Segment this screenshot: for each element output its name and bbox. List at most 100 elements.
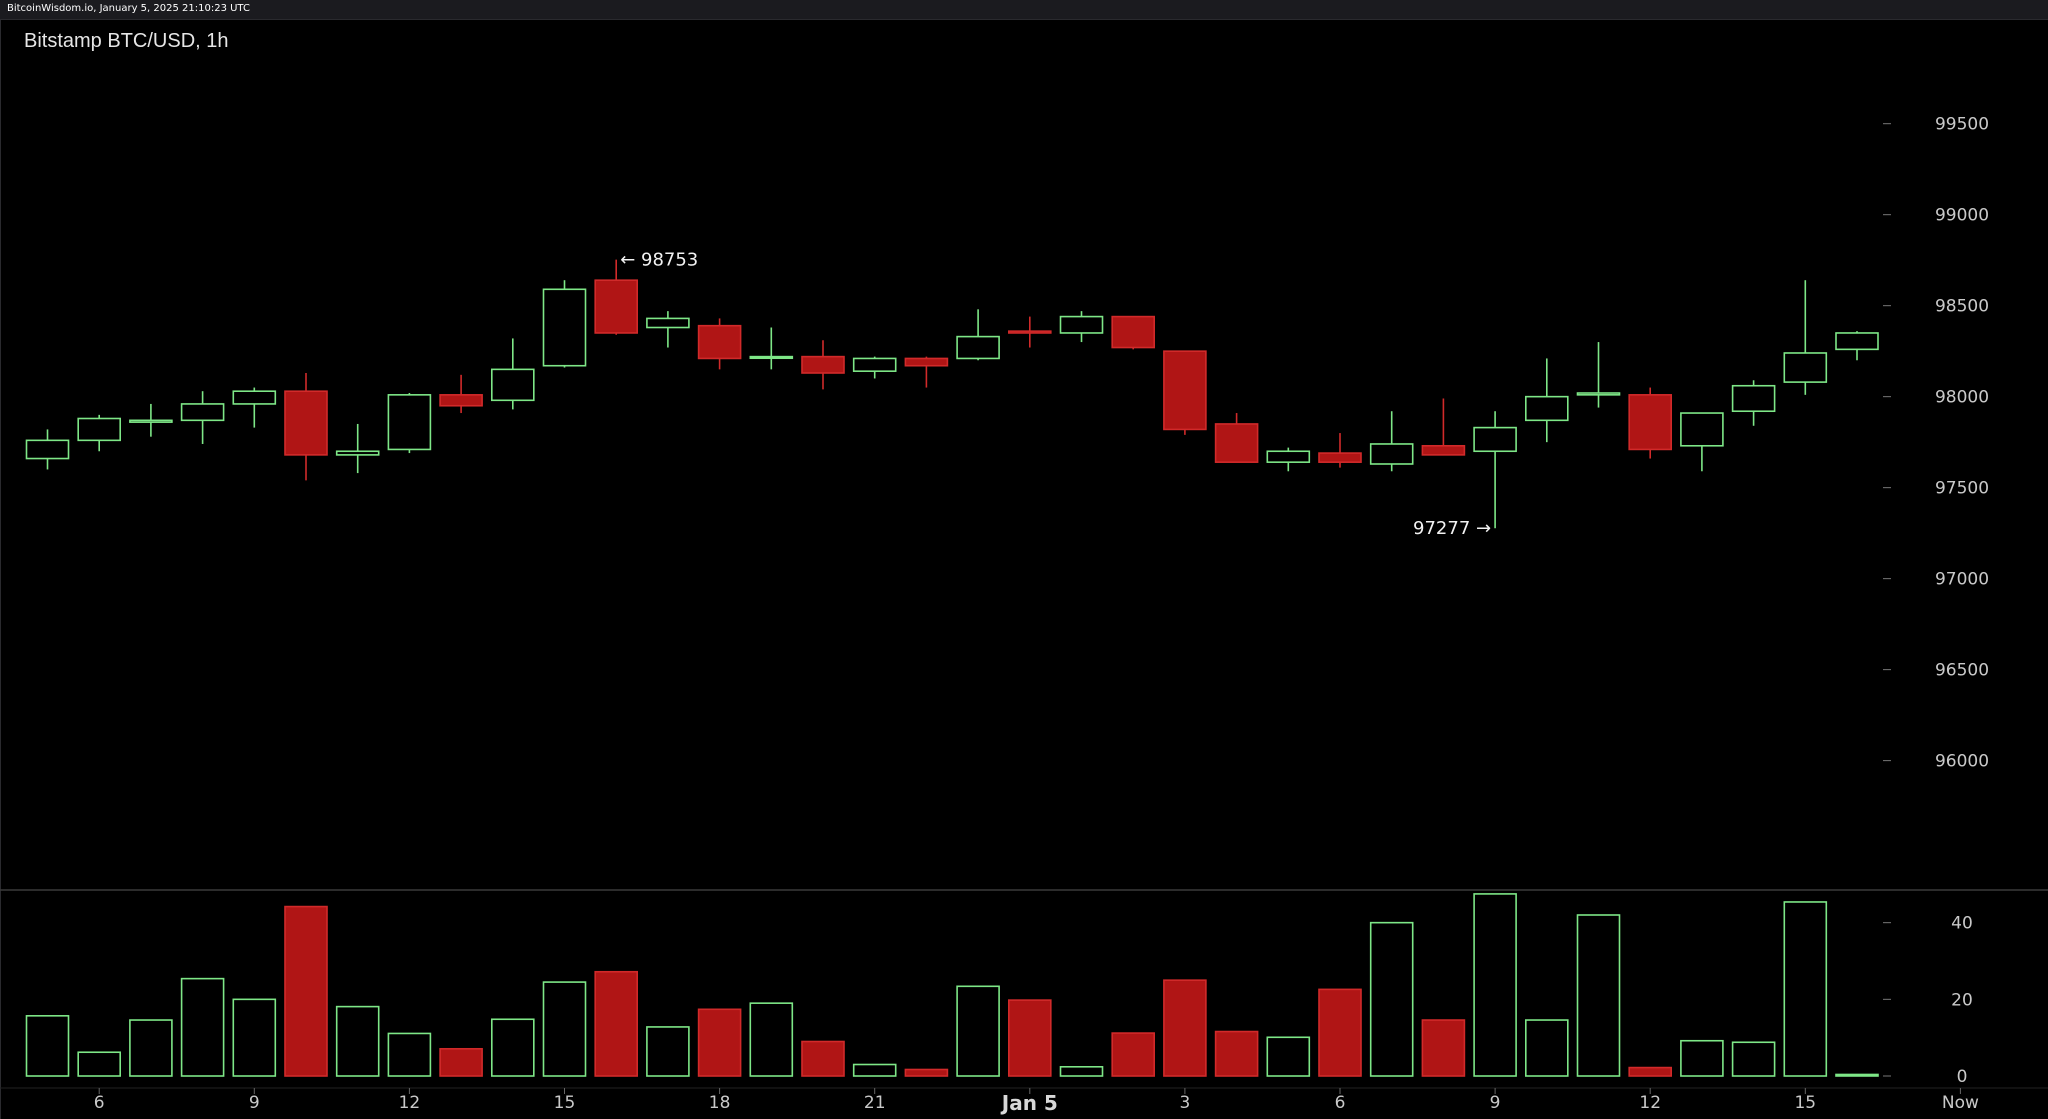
candle-body (542, 288, 587, 367)
volume-bar (335, 1005, 380, 1077)
volume-bar (852, 1063, 897, 1077)
volume-bar (1214, 1030, 1259, 1077)
candle-body (490, 368, 535, 402)
x-tick-label: 15 (554, 1093, 576, 1113)
volume-bar (1576, 914, 1621, 1077)
candle-body (1731, 384, 1776, 413)
candle-body (25, 439, 70, 460)
volume-bar (1473, 893, 1517, 1077)
volume-bar (1783, 901, 1828, 1077)
volume-bar (1266, 1036, 1311, 1077)
candle-body (335, 450, 380, 456)
x-tick-label: Jan 5 (1000, 1091, 1058, 1115)
candle-body (1783, 352, 1828, 383)
x-tick-label: 9 (1490, 1093, 1501, 1113)
price-tick-label: 97500 (1935, 479, 1989, 499)
top-bar: BitcoinWisdom.io, January 5, 2025 21:10:… (0, 0, 2048, 19)
x-tick-label: Now (1942, 1093, 1979, 1113)
price-tick-label: 97000 (1935, 570, 1989, 590)
x-tick-label: 21 (864, 1093, 886, 1113)
volume-bar (180, 977, 225, 1077)
x-tick-label: 6 (1335, 1093, 1346, 1113)
chart-frame (0, 19, 2048, 1119)
candle-body (1680, 412, 1724, 447)
volume-bar (490, 1018, 535, 1077)
candle-body (1318, 452, 1362, 463)
candle-body (77, 417, 121, 442)
volume-bar (439, 1047, 483, 1077)
price-tick-label: 96500 (1935, 661, 1989, 681)
candle-body (387, 394, 432, 451)
candle-body (232, 390, 277, 405)
volume-bar (25, 1015, 70, 1077)
volume-bar (1835, 1073, 1879, 1077)
x-tick-label: 18 (709, 1093, 731, 1113)
volume-bar (646, 1026, 690, 1077)
x-tick-label: 9 (249, 1093, 260, 1113)
candle-body (1059, 315, 1104, 334)
extreme-price-annotation: ← 98753 (620, 250, 698, 271)
volume-bar (1628, 1066, 1672, 1077)
price-tick-label: 98500 (1935, 297, 1989, 317)
candle-body (904, 357, 949, 367)
candle-body (1266, 450, 1311, 463)
candle-body (1576, 392, 1621, 396)
candle-body (1214, 423, 1259, 463)
candle-body (129, 419, 173, 423)
candle-body (1473, 426, 1517, 453)
volume-bar (129, 1019, 173, 1077)
volume-bar (1007, 999, 1052, 1077)
volume-tick-label: 20 (1951, 990, 1973, 1010)
volume-bar (542, 981, 587, 1077)
volume-bar (1525, 1019, 1569, 1077)
price-tick-label: 99500 (1935, 115, 1989, 135)
volume-bar (801, 1040, 845, 1077)
volume-bar (1318, 988, 1362, 1077)
volume-bar (232, 998, 277, 1077)
extreme-price-annotation: 97277 → (1413, 518, 1491, 539)
x-tick-label: 12 (1639, 1093, 1661, 1113)
volume-bar (77, 1051, 121, 1077)
candle-body (697, 324, 742, 360)
volume-bar (594, 970, 639, 1077)
volume-bar (1731, 1041, 1776, 1077)
candle-body (180, 403, 225, 422)
volume-bar (1421, 1019, 1466, 1077)
volume-bar (1680, 1039, 1724, 1077)
candle-body (852, 357, 897, 372)
volume-bar (1059, 1066, 1104, 1077)
candle-body (646, 317, 690, 329)
candle-body (1369, 443, 1414, 465)
candle-body (1163, 350, 1207, 431)
candle-body (801, 355, 845, 374)
volume-bar (1369, 921, 1414, 1077)
volume-tick-label: 40 (1951, 914, 1973, 934)
volume-bar (749, 1002, 794, 1077)
volume-bar (1111, 1032, 1155, 1077)
candle-body (1628, 394, 1672, 451)
candle-body (594, 279, 639, 334)
x-tick-label: 3 (1179, 1093, 1190, 1113)
x-tick-label: 12 (399, 1093, 421, 1113)
candle-body (1007, 330, 1052, 334)
candle-body (1421, 444, 1466, 456)
candle-body (1525, 395, 1569, 422)
x-tick-label: 6 (94, 1093, 105, 1113)
candle-body (439, 394, 483, 407)
price-tick-label: 96000 (1935, 752, 1989, 772)
volume-bar (697, 1008, 742, 1077)
price-tick-label: 99000 (1935, 206, 1989, 226)
candle-body (749, 355, 794, 360)
volume-bar (284, 905, 328, 1077)
volume-bar (1163, 979, 1207, 1077)
candle-body (284, 390, 328, 456)
chart-title: Bitstamp BTC/USD, 1h (24, 30, 229, 52)
candle-body (1835, 332, 1879, 351)
source-timestamp: BitcoinWisdom.io, January 5, 2025 21:10:… (7, 3, 250, 14)
x-tick-label: 15 (1794, 1093, 1816, 1113)
volume-tick-label: 0 (1957, 1067, 1968, 1087)
volume-bar (904, 1068, 949, 1077)
candle-body (956, 335, 1000, 360)
price-tick-label: 98000 (1935, 388, 1989, 408)
